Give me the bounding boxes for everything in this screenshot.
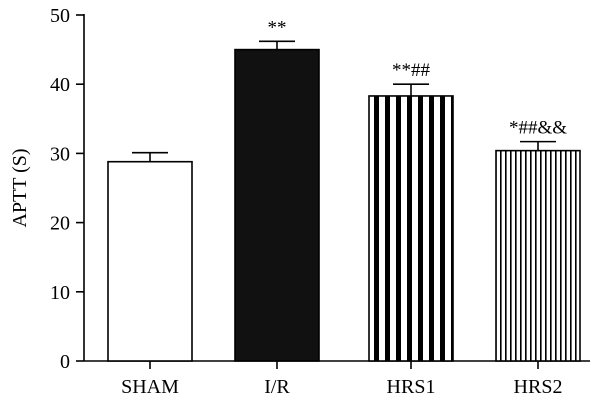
bar-hrs2 [495, 149, 581, 362]
significance-label-hrs1: **## [392, 60, 431, 81]
y-tick-label: 50 [50, 5, 70, 27]
category-label-sham: SHAM [121, 376, 179, 398]
labels: 0 10 20 30 40 50 APTT (S) SHAM I/R ** HRS1 **## HRS2… [9, 5, 567, 398]
y-axis-label: APTT (S) [9, 148, 31, 227]
bar-sham [107, 160, 193, 362]
category-label-hrs2: HRS2 [514, 376, 563, 398]
significance-label-hrs2: *##&& [509, 118, 567, 139]
bars [107, 40, 581, 362]
y-tick-label: 30 [50, 143, 70, 165]
y-tick-label: 40 [50, 74, 70, 96]
category-label-hrs1: HRS1 [387, 376, 436, 398]
category-label-i-r: I/R [264, 376, 290, 398]
y-tick-label: 10 [50, 282, 70, 304]
bar-hrs1 [368, 95, 454, 362]
significance-label-i-r: ** [268, 17, 287, 38]
y-tick-label: 0 [60, 351, 70, 373]
bar-i-r [234, 48, 320, 362]
y-tick-label: 20 [50, 213, 70, 235]
